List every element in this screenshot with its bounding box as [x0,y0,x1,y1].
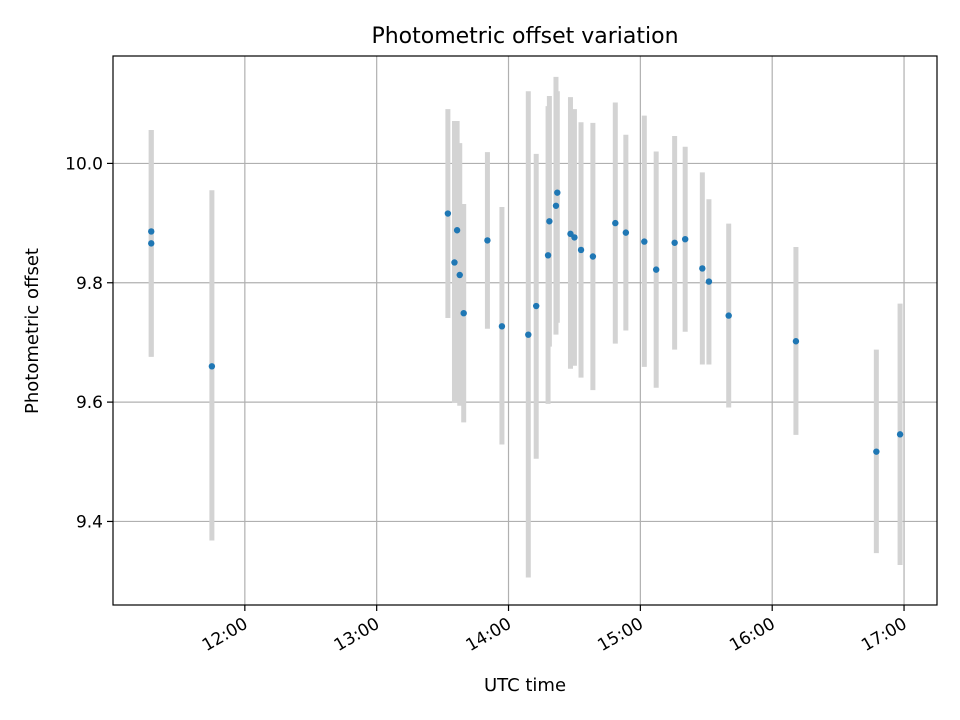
data-point [873,448,880,455]
data-point [699,265,706,272]
y-tick-label: 10.0 [65,154,103,174]
y-tick-label: 9.8 [76,274,103,294]
y-axis: 9.4 9.6 9.8 10.0 [65,154,113,532]
data-point [705,278,713,285]
data-point [451,259,458,266]
data-point [148,228,155,235]
data-point [612,219,619,227]
data-point [552,202,560,209]
data-point [577,246,585,254]
data-point [589,253,597,260]
data-point [571,234,578,241]
plot-frame [112,55,938,606]
data-point [484,237,491,244]
y-tick-label: 9.6 [76,393,103,413]
x-axis-title: UTC time [484,675,566,696]
chart-title: Photometric offset variation [371,24,678,49]
y-axis-title: Photometric offset [22,248,43,414]
grid [113,56,937,605]
data-point [641,238,648,245]
data-point [652,266,660,273]
y-tick-label: 9.4 [76,512,103,532]
data-point [456,271,463,279]
data-point [671,239,678,246]
data-point [544,252,552,259]
data-point [525,331,532,338]
data-point [444,210,452,217]
data-point [460,309,467,317]
data-point [498,323,506,330]
data-point [533,302,540,310]
data-point [792,338,800,345]
data-point [148,240,155,247]
data-point [453,227,461,234]
data-point [896,431,904,438]
data-points [148,189,904,455]
data-point [725,312,732,319]
data-point [622,229,630,236]
data-point [208,363,216,370]
data-point [681,235,689,243]
data-point [546,218,553,225]
data-point [554,189,561,196]
